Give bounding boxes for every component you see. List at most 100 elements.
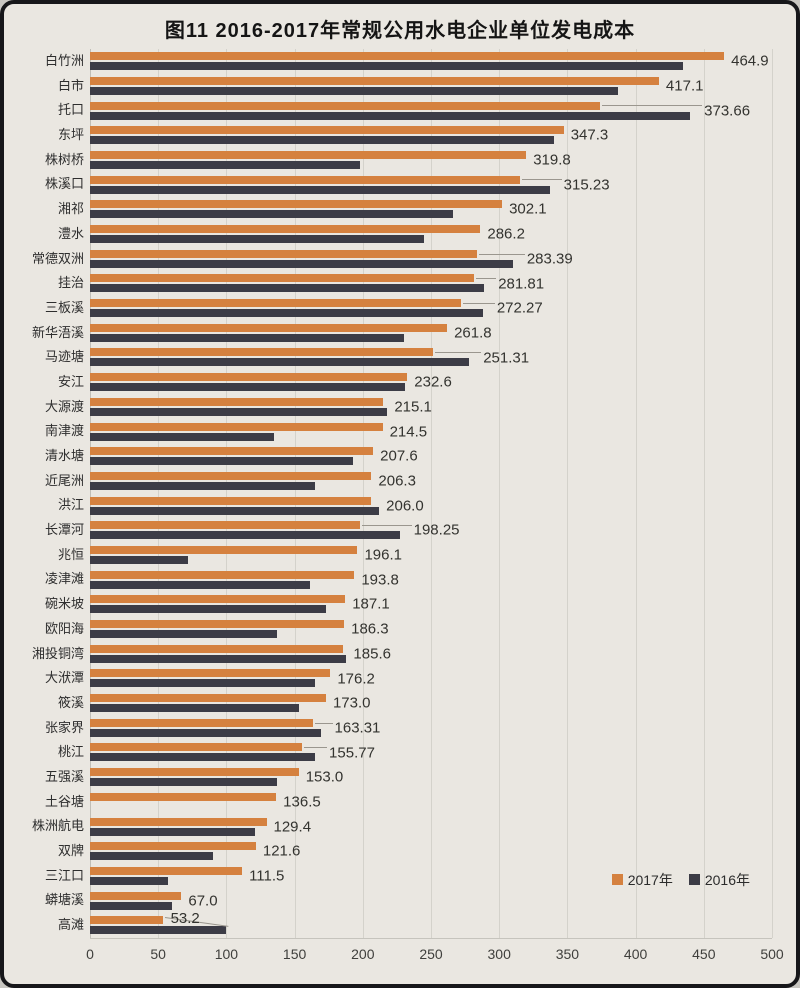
bar-group: 373.66 xyxy=(90,98,772,123)
bar-2016 xyxy=(90,136,554,145)
bar-2017 xyxy=(90,76,659,85)
category-label: 桃江 xyxy=(57,744,84,760)
bar-2016 xyxy=(90,876,168,885)
chart-row: 株树桥 319.8 xyxy=(4,148,796,173)
data-label: 193.8 xyxy=(361,571,399,589)
category-label: 澧水 xyxy=(57,225,84,241)
bar-2017 xyxy=(90,817,267,826)
data-label: 347.3 xyxy=(570,126,609,144)
bar-group: 173.0 xyxy=(90,691,772,716)
chart-row: 桃江 155.77 xyxy=(4,740,796,765)
bar-group: 153.0 xyxy=(90,765,772,790)
bar-2016 xyxy=(90,185,550,194)
bar-2017 xyxy=(90,126,564,135)
chart-row: 高滩 53.2 xyxy=(4,910,796,938)
chart-row: 白竹洲 464.9 xyxy=(4,49,796,74)
bar-2017 xyxy=(90,669,331,678)
chart-row: 碗米坡 187.1 xyxy=(4,592,796,617)
bar-group: 53.2 xyxy=(90,910,772,938)
chart-row: 大源渡 215.1 xyxy=(4,395,796,420)
x-axis-tick: 250 xyxy=(419,945,443,962)
bar-2017 xyxy=(90,768,299,777)
chart-row: 株洲航电 129.4 xyxy=(4,814,796,839)
chart-row: 兆恒 196.1 xyxy=(4,543,796,568)
bar-2017 xyxy=(90,274,475,283)
bar-group: 206.0 xyxy=(90,493,772,518)
chart-row: 南津渡 214.5 xyxy=(4,419,796,444)
data-label: 136.5 xyxy=(283,793,321,811)
bar-group: 232.6 xyxy=(90,370,772,395)
chart-row: 白市 417.1 xyxy=(4,74,796,99)
data-label: 232.6 xyxy=(414,373,452,391)
x-axis-tick: 300 xyxy=(487,945,511,962)
bar-group: 261.8 xyxy=(90,321,772,346)
chart-row: 五强溪 153.0 xyxy=(4,765,796,790)
legend-item: 2016年 xyxy=(688,870,750,890)
chart-row: 长潭河 198.25 xyxy=(4,518,796,543)
category-label: 双牌 xyxy=(57,843,84,858)
bar-2016 xyxy=(90,62,684,71)
data-label: 186.3 xyxy=(351,620,389,638)
category-label: 兆恒 xyxy=(57,546,84,562)
gridline xyxy=(703,49,705,938)
bar-2016 xyxy=(90,827,256,836)
bar-group: 136.5 xyxy=(90,790,772,815)
data-label: 111.5 xyxy=(249,867,285,885)
bar-group: 155.77 xyxy=(90,740,772,765)
bar-2016 xyxy=(90,605,326,614)
chart-row: 澧水 286.2 xyxy=(4,222,796,247)
category-label: 大源渡 xyxy=(44,398,84,414)
data-label: 198.25 xyxy=(413,521,460,539)
bar-2017 xyxy=(90,447,374,456)
gridline xyxy=(158,49,160,938)
gridlines xyxy=(90,49,773,939)
x-axis-tick: 450 xyxy=(692,945,716,962)
chart-row: 常德双洲 283.39 xyxy=(4,247,796,272)
bar-2017 xyxy=(90,225,481,233)
leader-line xyxy=(521,179,562,181)
bar-2017 xyxy=(90,299,462,308)
bar-group: 272.27 xyxy=(90,296,772,321)
chart-row: 蟒塘溪 67.0 xyxy=(4,888,796,913)
bar-2016 xyxy=(90,235,425,243)
data-label: 196.1 xyxy=(364,546,403,564)
data-label: 187.1 xyxy=(352,595,390,613)
category-label: 南津渡 xyxy=(44,423,84,439)
chart-row: 大洑潭 176.2 xyxy=(4,666,796,691)
bar-2016 xyxy=(90,926,227,935)
bar-2017 xyxy=(90,52,725,61)
chart-row: 张家界 163.31 xyxy=(4,716,796,741)
category-label: 土谷塘 xyxy=(44,793,84,809)
bar-group: 185.6 xyxy=(90,642,772,667)
bar-2016 xyxy=(90,432,275,441)
gridline xyxy=(362,49,364,938)
bar-group: 286.2 xyxy=(90,222,772,247)
category-label: 凌津滩 xyxy=(44,571,84,587)
bar-2016 xyxy=(90,580,310,589)
data-label: 283.39 xyxy=(526,250,573,268)
bar-2017 xyxy=(90,694,326,703)
bar-2017 xyxy=(90,842,256,851)
bar-2016 xyxy=(90,284,485,293)
bar-2016 xyxy=(90,555,189,564)
bar-2017 xyxy=(90,323,448,332)
chart-row: 土谷塘 136.5 xyxy=(4,790,796,815)
bar-group: 187.1 xyxy=(90,592,772,617)
chart-row: 新华浯溪 261.8 xyxy=(4,321,796,346)
bar-2017 xyxy=(90,422,383,431)
bar-2016 xyxy=(90,481,316,490)
chart-row: 双牌 121.6 xyxy=(4,839,796,864)
data-label: 163.31 xyxy=(334,719,381,737)
category-label: 蟒塘溪 xyxy=(44,892,84,908)
bar-2017 xyxy=(90,348,433,357)
gridline xyxy=(90,49,91,938)
category-label: 五强溪 xyxy=(44,768,84,784)
gridline xyxy=(431,49,432,938)
chart-row: 马迹塘 251.31 xyxy=(4,345,796,370)
bar-2017 xyxy=(90,496,371,505)
category-label: 湘祁 xyxy=(57,201,84,217)
x-axis-tick: 400 xyxy=(623,945,648,962)
rows: 白竹洲 464.9 白市 417.1 托口 373.66 东坪 347.3 株树桥 319.8 株溪… xyxy=(4,49,796,938)
chart-row: 凌津滩 193.8 xyxy=(4,567,796,592)
